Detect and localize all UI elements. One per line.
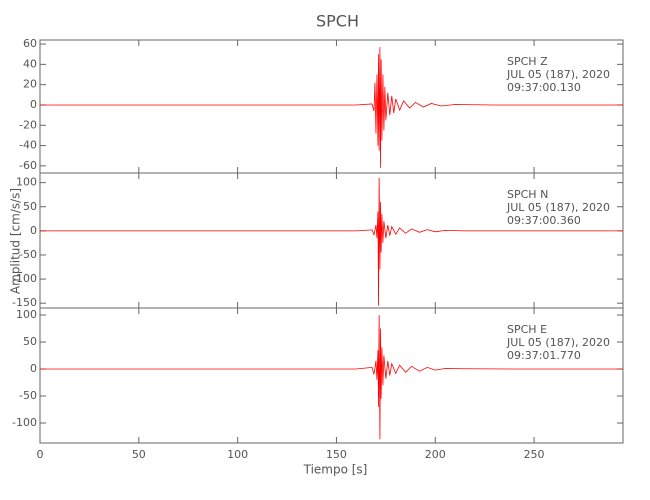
annotation: 09:37:00.360 <box>507 214 581 227</box>
annotation: JUL 05 (187), 2020 <box>506 68 610 81</box>
y-tick-label: -40 <box>19 139 37 152</box>
y-tick-label: 0 <box>30 98 37 111</box>
y-tick-label: -100 <box>12 416 37 429</box>
x-axis-label: Tiempo [s] <box>303 463 368 477</box>
y-tick-label: -150 <box>12 296 37 309</box>
y-tick-label: 0 <box>30 362 37 375</box>
y-tick-label: -50 <box>19 389 37 402</box>
panel-frame <box>39 307 624 444</box>
annotation: SPCH Z <box>507 55 548 68</box>
x-tick-label: 200 <box>425 448 446 461</box>
annotation: JUL 05 (187), 2020 <box>506 201 610 214</box>
annotation: 09:37:01.770 <box>507 349 581 362</box>
y-tick-label: 50 <box>23 200 37 213</box>
waveform <box>40 315 623 440</box>
x-tick-label: 100 <box>227 448 248 461</box>
chart-title: SPCH <box>316 12 359 31</box>
waveform <box>40 177 623 306</box>
y-tick-label: 20 <box>23 78 37 91</box>
y-tick-label: 50 <box>23 335 37 348</box>
y-tick-label: 100 <box>16 308 37 321</box>
x-tick-label: 0 <box>37 448 44 461</box>
y-tick-label: -100 <box>12 272 37 285</box>
y-tick-label: -20 <box>19 118 37 131</box>
y-tick-label: 60 <box>23 37 37 50</box>
annotation: SPCH E <box>507 323 547 336</box>
x-tick-label: 150 <box>326 448 347 461</box>
x-tick-label: 250 <box>524 448 545 461</box>
waveform <box>40 47 623 168</box>
y-tick-label: 40 <box>23 57 37 70</box>
y-axis-label: Amplitud [cm/s/s] <box>9 188 23 294</box>
y-tick-label: 100 <box>16 176 37 189</box>
annotation: 09:37:00.130 <box>507 81 581 94</box>
y-tick-label: -50 <box>19 248 37 261</box>
x-tick-label: 50 <box>132 448 146 461</box>
annotation: JUL 05 (187), 2020 <box>506 336 610 349</box>
y-tick-label: 0 <box>30 224 37 237</box>
annotation: SPCH N <box>507 188 548 201</box>
y-tick-label: -60 <box>19 159 37 172</box>
